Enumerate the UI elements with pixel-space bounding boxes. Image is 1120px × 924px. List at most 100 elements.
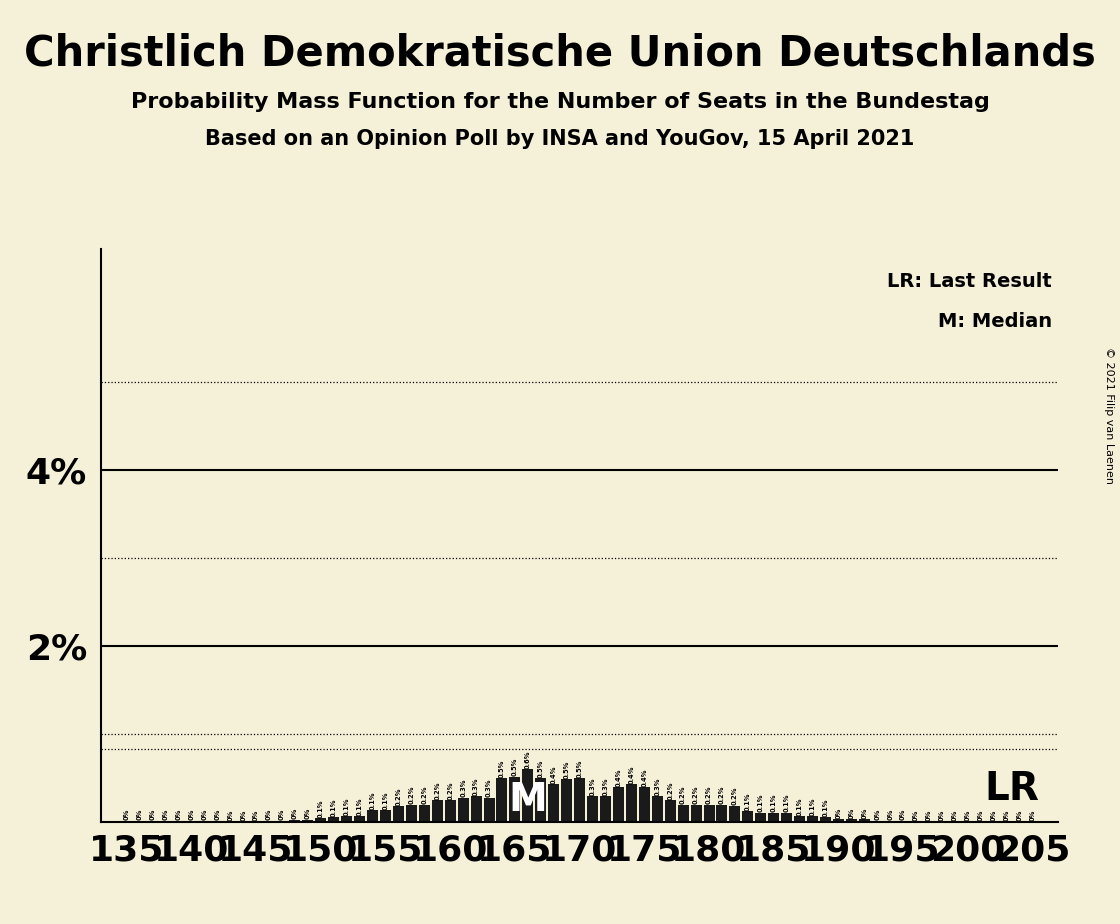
Text: Christlich Demokratische Union Deutschlands: Christlich Demokratische Union Deutschla… (24, 32, 1096, 74)
Bar (808, 816, 818, 822)
Text: 0.1%: 0.1% (758, 794, 764, 812)
Bar (548, 784, 559, 822)
Text: M: M (508, 781, 548, 820)
Bar (691, 805, 701, 822)
Text: 0%: 0% (913, 809, 920, 821)
Text: 0%: 0% (1017, 809, 1023, 821)
Bar (160, 821, 171, 822)
Text: 0%: 0% (964, 809, 971, 821)
Text: 0.2%: 0.2% (447, 782, 454, 800)
Bar (263, 821, 274, 822)
Bar (535, 778, 547, 822)
Text: 0%: 0% (279, 808, 284, 821)
Bar (587, 796, 598, 822)
Bar (186, 821, 197, 822)
Bar (833, 819, 843, 822)
Bar (147, 821, 158, 822)
Bar (652, 796, 663, 822)
Text: 0%: 0% (836, 808, 841, 819)
Text: © 2021 Filip van Laenen: © 2021 Filip van Laenen (1104, 347, 1114, 484)
Bar (755, 813, 766, 822)
Text: 0.4%: 0.4% (551, 766, 557, 784)
Text: 0.4%: 0.4% (642, 769, 647, 787)
Text: 0%: 0% (202, 808, 207, 821)
Text: 0%: 0% (1029, 809, 1036, 821)
Text: LR: LR (984, 771, 1039, 808)
Bar (638, 787, 650, 822)
Bar (561, 779, 572, 822)
Text: 0.3%: 0.3% (486, 779, 492, 797)
Text: 0.2%: 0.2% (395, 788, 401, 807)
Text: 0%: 0% (900, 808, 906, 821)
Text: 0.2%: 0.2% (680, 786, 687, 805)
Bar (897, 821, 908, 822)
Bar (600, 796, 612, 822)
Text: 0%: 0% (861, 808, 867, 819)
Bar (134, 821, 146, 822)
Text: 0%: 0% (978, 809, 983, 821)
Bar (212, 821, 223, 822)
Text: 0%: 0% (305, 808, 311, 820)
Text: 0.2%: 0.2% (731, 787, 738, 806)
Text: 0%: 0% (176, 808, 181, 821)
Bar (289, 820, 300, 822)
Text: 0%: 0% (1004, 809, 1009, 821)
Text: 0.2%: 0.2% (693, 786, 699, 805)
Bar (484, 797, 495, 822)
Bar (458, 797, 468, 822)
Text: 0.5%: 0.5% (563, 760, 570, 779)
Bar (316, 818, 326, 822)
Text: 0.1%: 0.1% (822, 798, 829, 817)
Text: 0.1%: 0.1% (745, 792, 750, 810)
Text: 0.1%: 0.1% (383, 791, 389, 809)
Bar (496, 778, 507, 822)
Text: 0%: 0% (188, 808, 195, 821)
Text: 0%: 0% (926, 809, 932, 821)
Text: 0%: 0% (253, 809, 259, 821)
Text: 0%: 0% (267, 808, 272, 821)
Bar (380, 810, 391, 822)
Text: 0.2%: 0.2% (435, 782, 440, 800)
Text: 0.5%: 0.5% (498, 760, 505, 778)
Bar (277, 821, 288, 822)
Bar (794, 816, 805, 822)
Text: 0%: 0% (227, 809, 233, 821)
Text: 0.4%: 0.4% (615, 769, 622, 787)
Text: 0.1%: 0.1% (318, 799, 324, 818)
Text: 0.1%: 0.1% (330, 798, 337, 817)
Bar (846, 819, 857, 822)
Text: 0.3%: 0.3% (654, 777, 661, 796)
Text: 0%: 0% (939, 809, 945, 821)
Bar (768, 813, 780, 822)
Text: 0.3%: 0.3% (603, 777, 608, 796)
Bar (885, 821, 896, 822)
Bar (820, 817, 831, 822)
Bar (419, 805, 430, 822)
Text: 0.5%: 0.5% (538, 760, 544, 778)
Bar (199, 821, 209, 822)
Bar (405, 805, 417, 822)
Bar (342, 816, 352, 822)
Text: 0.4%: 0.4% (628, 766, 634, 784)
Bar (522, 770, 533, 822)
Text: Based on an Opinion Poll by INSA and YouGov, 15 April 2021: Based on an Opinion Poll by INSA and You… (205, 129, 915, 150)
Bar (575, 778, 585, 822)
Text: 0%: 0% (952, 809, 958, 821)
Bar (703, 805, 715, 822)
Bar (367, 810, 379, 822)
Bar (470, 796, 482, 822)
Bar (121, 821, 132, 822)
Text: 0.2%: 0.2% (421, 786, 428, 805)
Bar (743, 811, 754, 822)
Text: 0.1%: 0.1% (370, 791, 375, 809)
Bar (354, 816, 365, 822)
Text: 0%: 0% (848, 808, 855, 819)
Text: 0.3%: 0.3% (589, 777, 596, 796)
Text: 0%: 0% (162, 808, 168, 821)
Bar (328, 817, 339, 822)
Text: 0%: 0% (150, 808, 156, 821)
Bar (729, 806, 740, 822)
Text: 0%: 0% (991, 809, 997, 821)
Bar (510, 776, 521, 822)
Text: 0.1%: 0.1% (771, 794, 776, 812)
